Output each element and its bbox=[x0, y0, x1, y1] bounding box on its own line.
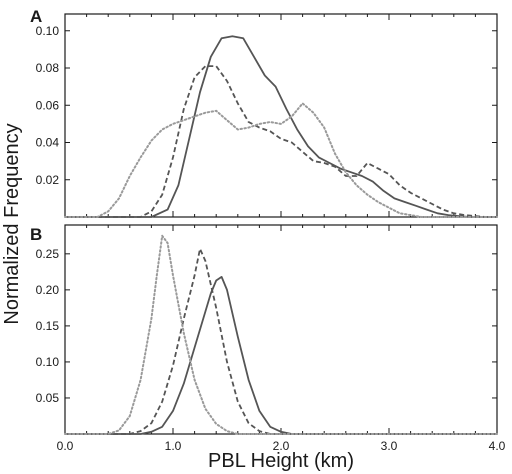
panel-a-y-ticks: 0.02 0.04 0.06 0.08 0.10 bbox=[36, 14, 498, 217]
x-axis-title: PBL Height (km) bbox=[208, 450, 354, 472]
series-line-solid bbox=[65, 35, 497, 218]
x-tick-label: 1.0 bbox=[165, 439, 182, 453]
x-axis: 0.0 1.0 2.0 3.0 4.0 bbox=[57, 439, 506, 453]
x-tick-label: 0.0 bbox=[57, 439, 74, 453]
panel-b-label: B bbox=[30, 225, 42, 244]
y-tick-label: 0.10 bbox=[36, 355, 60, 369]
x-tick-label: 4.0 bbox=[489, 439, 506, 453]
x-tick-label: 2.0 bbox=[273, 439, 290, 453]
y-tick-label: 0.20 bbox=[36, 283, 60, 297]
panel-b-frame bbox=[64, 224, 498, 435]
y-tick-label: 0.10 bbox=[36, 24, 60, 38]
panel-a: A 0.02 0.04 0.06 0.08 0.10 bbox=[30, 7, 498, 218]
y-tick-label: 0.08 bbox=[36, 61, 60, 75]
y-tick-label: 0.05 bbox=[36, 391, 60, 405]
series-line-dotted bbox=[64, 234, 498, 435]
panel-a-series bbox=[64, 35, 498, 218]
series-line-dotted bbox=[64, 102, 498, 218]
x-tick-label: 3.0 bbox=[381, 439, 398, 453]
series-line-dashed bbox=[65, 247, 497, 435]
panel-a-frame bbox=[64, 13, 498, 218]
y-tick-label: 0.02 bbox=[36, 173, 60, 187]
y-tick-label: 0.15 bbox=[36, 319, 60, 333]
panel-b-series bbox=[64, 234, 498, 435]
series-line-solid bbox=[65, 275, 497, 435]
panel-b: B 0.05 0.10 0.15 0.20 0.25 bbox=[30, 224, 498, 435]
y-tick-label: 0.04 bbox=[36, 136, 60, 150]
y-axis-title: Normalized Frequency bbox=[1, 123, 23, 324]
panel-b-y-ticks: 0.05 0.10 0.15 0.20 0.25 bbox=[36, 225, 498, 434]
y-tick-label: 0.25 bbox=[36, 247, 60, 261]
panel-a-label: A bbox=[30, 7, 42, 26]
y-tick-label: 0.06 bbox=[36, 98, 60, 112]
series-line-dashed bbox=[65, 65, 497, 218]
